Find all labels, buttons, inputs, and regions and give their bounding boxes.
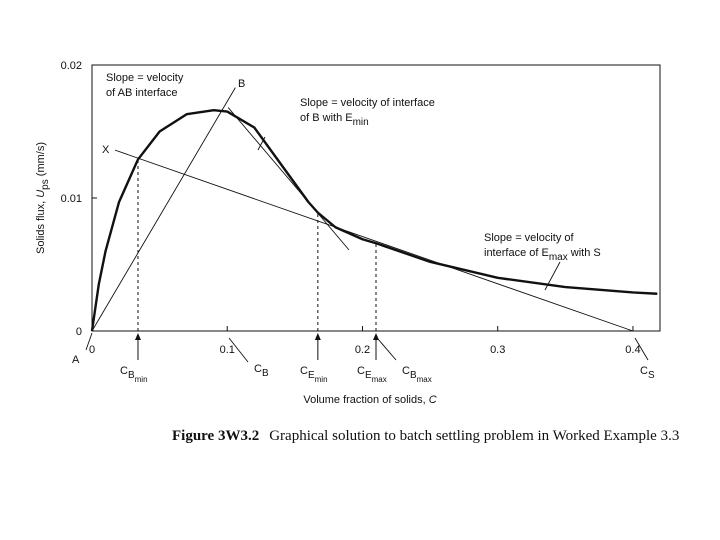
construction-line xyxy=(114,149,634,332)
text-segment: A xyxy=(72,354,80,366)
annotation: Slope = velocity of xyxy=(484,232,575,244)
x-tick-label: 0.1 xyxy=(220,344,235,356)
x-tick-label: 0.3 xyxy=(490,344,505,356)
text-segment: Solids flux, xyxy=(35,198,47,254)
y-tick-label: 0.01 xyxy=(61,193,82,205)
text-segment: Slope = velocity of xyxy=(484,232,575,244)
annotation: CS xyxy=(640,365,655,381)
text-segment: C xyxy=(429,394,437,406)
text-segment: C xyxy=(640,365,648,377)
text-segment: B xyxy=(410,370,417,381)
x-tick-label: 0 xyxy=(89,344,95,356)
caption: Figure 3W3.2 Graphical solution to batch … xyxy=(172,428,679,444)
text-segment: B xyxy=(128,370,135,381)
construction-line xyxy=(227,107,350,251)
marker-arrowhead xyxy=(134,333,141,340)
annotation: interface of Emax with S xyxy=(484,247,601,263)
annotation: of B with Emin xyxy=(300,112,369,128)
text-segment: min xyxy=(135,375,148,384)
y-tick-label: 0 xyxy=(76,326,82,338)
annotation: CB xyxy=(254,363,269,379)
text-segment: C xyxy=(120,365,128,377)
flux-curve xyxy=(90,109,658,332)
text-segment: ps xyxy=(40,179,51,190)
leaders xyxy=(85,136,649,363)
text-segment: C xyxy=(254,363,262,375)
y-tick-label: 0.02 xyxy=(61,60,82,72)
annotation: of AB interface xyxy=(106,87,178,99)
text-segment: E xyxy=(308,370,315,381)
text-segment: interface of E xyxy=(484,247,549,259)
text-segment: max xyxy=(549,252,568,263)
text-segment: C xyxy=(402,365,410,377)
text-segment: S xyxy=(648,370,655,381)
text-segment: min xyxy=(353,117,369,128)
text-segment: Volume fraction of solids, xyxy=(303,394,428,406)
marker-label: CEmin xyxy=(300,365,328,384)
text-segment: E xyxy=(365,370,372,381)
x-axis-label: Volume fraction of solids, C xyxy=(303,394,436,406)
text-segment: B xyxy=(262,368,269,379)
text-segment: min xyxy=(315,375,328,384)
text-segment: max xyxy=(417,375,432,384)
caption-segment: Figure 3W3.2 xyxy=(172,428,259,444)
text-segment: X xyxy=(102,144,110,156)
marker-arrowhead xyxy=(314,333,321,340)
annotation: X xyxy=(102,144,110,156)
marker-label: CBmin xyxy=(120,365,148,384)
annotation: B xyxy=(238,78,245,90)
caption-segment: Graphical solution to batch settling pro… xyxy=(269,428,679,444)
text-segment: of AB interface xyxy=(106,87,178,99)
annotation: Slope = velocity of interface xyxy=(300,97,435,109)
marker-arrowhead xyxy=(373,333,379,340)
text-segment: (mm/s) xyxy=(35,142,47,179)
text-segment: C xyxy=(357,365,365,377)
text-segment: U xyxy=(35,190,47,198)
text-segment: of B with E xyxy=(300,112,353,124)
y-axis-label: Solids flux, Ups (mm/s) xyxy=(35,142,51,254)
construction-line xyxy=(91,87,236,332)
text-segment: Slope = velocity xyxy=(106,72,184,84)
x-tick-label: 0.4 xyxy=(625,344,640,356)
annotation: A xyxy=(72,354,80,366)
text-segment: with S xyxy=(568,247,601,259)
x-tick-label: 0.2 xyxy=(355,344,370,356)
annotation: Slope = velocity xyxy=(106,72,184,84)
text-segment: C xyxy=(300,365,308,377)
annotation: CBmax xyxy=(402,365,432,384)
text-segment: Slope = velocity of interface xyxy=(300,97,435,109)
text-segment: B xyxy=(238,78,245,90)
marker-label: CEmax xyxy=(357,365,387,384)
text-segment: max xyxy=(372,375,387,384)
